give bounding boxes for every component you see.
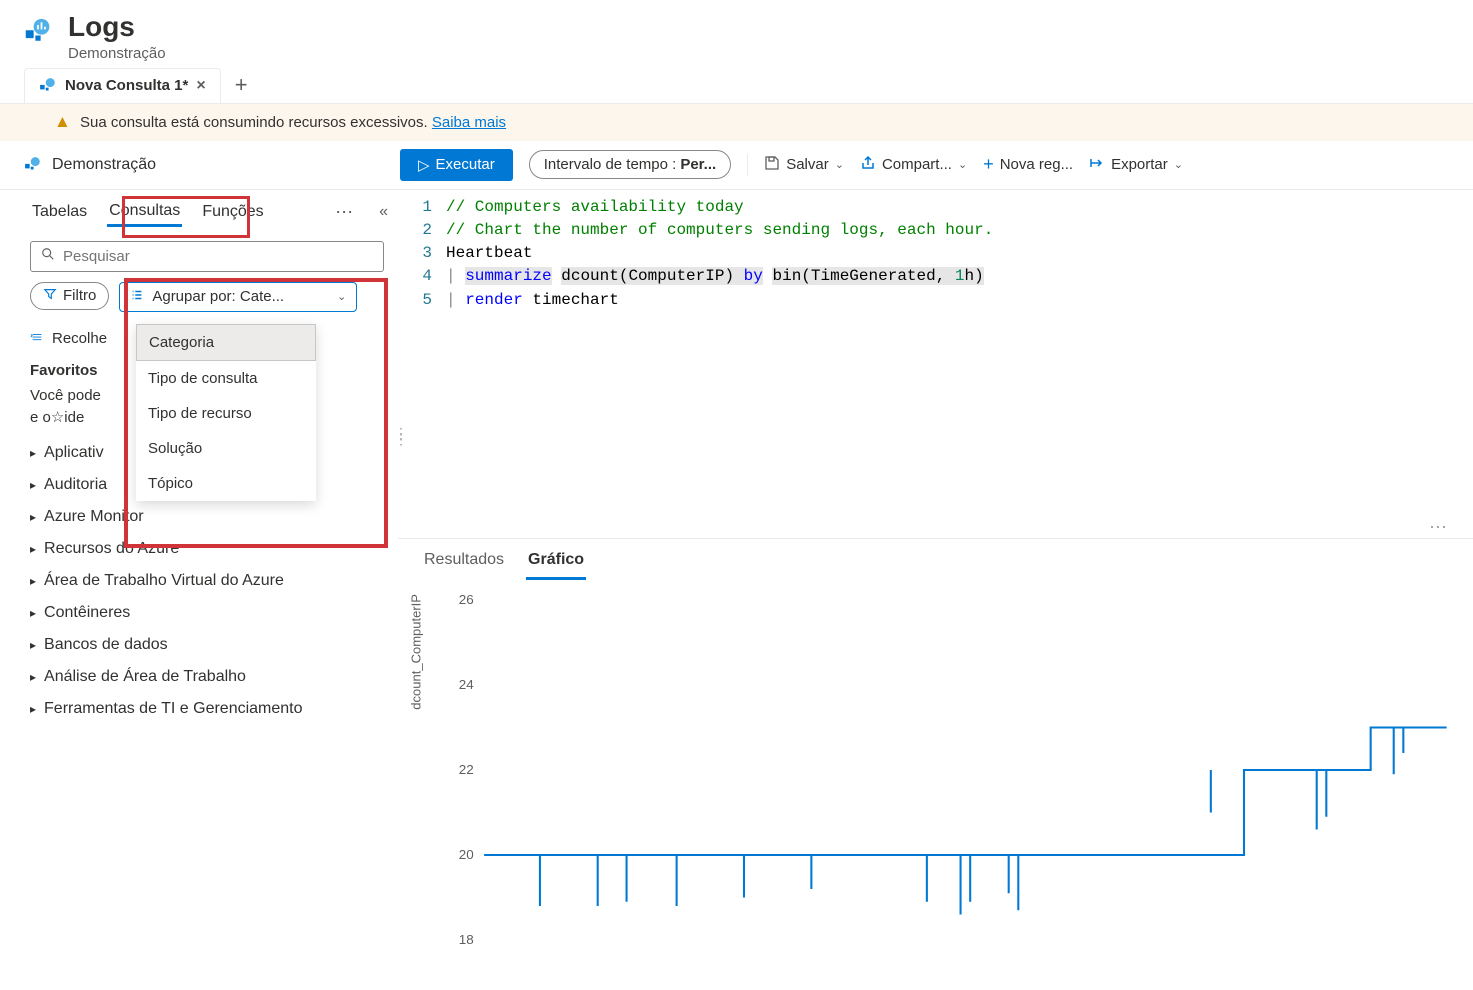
export-icon: [1089, 155, 1105, 175]
group-by-label: Agrupar por: Cate...: [152, 288, 284, 305]
play-icon: ▷: [418, 156, 430, 174]
caret-right-icon: ▸: [30, 606, 36, 620]
svg-text:26: 26: [459, 592, 474, 607]
app-logo-icon: [24, 18, 52, 46]
chevron-down-icon: ⌄: [337, 290, 346, 303]
category-label: Contêineres: [44, 604, 130, 622]
export-button[interactable]: Exportar ⌄: [1089, 155, 1183, 175]
warning-banner: ▲ Sua consulta está consumindo recursos …: [0, 104, 1473, 141]
share-label: Compart...: [882, 156, 952, 173]
timechart: 18 20 22 24 26: [422, 590, 1457, 950]
tab-tables[interactable]: Tabelas: [30, 199, 89, 225]
filter-label: Filtro: [63, 287, 96, 304]
run-button-label: Executar: [436, 156, 495, 173]
warning-text: Sua consulta está consumindo recursos ex…: [80, 114, 428, 131]
tab-logo-icon: [39, 77, 57, 95]
category-label: Área de Trabalho Virtual do Azure: [44, 572, 284, 590]
scope-picker[interactable]: Demonstração: [52, 156, 156, 174]
dropdown-item-tipo-recurso[interactable]: Tipo de recurso: [136, 396, 316, 431]
query-editor[interactable]: 1// Computers availability today2// Char…: [398, 190, 1473, 318]
caret-right-icon: ▸: [30, 638, 36, 652]
category-label: Recursos do Azure: [44, 540, 179, 558]
new-rule-button[interactable]: + Nova reg...: [983, 154, 1073, 175]
category-label: Aplicativ: [44, 444, 104, 462]
chevron-down-icon: ⌄: [835, 158, 844, 171]
category-label: Análise de Área de Trabalho: [44, 668, 246, 686]
group-by-dropdown[interactable]: Agrupar por: Cate... ⌄: [119, 282, 357, 312]
share-button[interactable]: Compart... ⌄: [860, 155, 967, 175]
category-item[interactable]: ▸ Azure Monitor: [30, 508, 388, 526]
query-tab[interactable]: Nova Consulta 1* ×: [24, 68, 221, 103]
svg-text:20: 20: [459, 847, 474, 862]
warning-icon: ▲: [54, 112, 71, 132]
tab-results[interactable]: Resultados: [422, 547, 506, 580]
run-button[interactable]: ▷ Executar: [400, 149, 513, 181]
export-label: Exportar: [1111, 156, 1168, 173]
new-rule-label: Nova reg...: [1000, 156, 1073, 173]
query-tab-label: Nova Consulta 1*: [65, 77, 188, 94]
collapse-all-label: Recolhe: [52, 330, 107, 347]
caret-right-icon: ▸: [30, 446, 36, 460]
new-tab-button[interactable]: +: [225, 68, 258, 102]
search-icon: [41, 247, 55, 266]
tab-functions[interactable]: Funções: [200, 199, 265, 225]
caret-right-icon: ▸: [30, 510, 36, 524]
dropdown-item-topico[interactable]: Tópico: [136, 466, 316, 501]
timerange-value: Per...: [680, 156, 716, 173]
filter-icon: [43, 287, 57, 305]
dropdown-item-categoria[interactable]: Categoria: [136, 324, 316, 361]
more-icon[interactable]: ⋯: [335, 202, 353, 223]
filter-button[interactable]: Filtro: [30, 282, 109, 310]
save-label: Salvar: [786, 156, 829, 173]
caret-right-icon: ▸: [30, 542, 36, 556]
category-label: Azure Monitor: [44, 508, 144, 526]
chart-y-label: dcount_ComputerIP: [409, 594, 424, 710]
save-icon: [764, 155, 780, 175]
timerange-prefix: Intervalo de tempo :: [544, 156, 677, 173]
plus-icon: +: [983, 154, 994, 175]
list-icon: [130, 288, 144, 306]
caret-right-icon: ▸: [30, 702, 36, 716]
svg-text:22: 22: [459, 762, 474, 777]
chevron-down-icon: ⌄: [1174, 158, 1183, 171]
timerange-picker[interactable]: Intervalo de tempo : Per...: [529, 150, 731, 179]
page-subtitle: Demonstração: [68, 45, 166, 62]
category-item[interactable]: ▸ Análise de Área de Trabalho: [30, 668, 388, 686]
chevron-down-icon: ⌄: [958, 158, 967, 171]
group-by-menu: Categoria Tipo de consulta Tipo de recur…: [136, 324, 316, 501]
divider: [747, 154, 748, 176]
category-item[interactable]: ▸ Bancos de dados: [30, 636, 388, 654]
svg-text:24: 24: [459, 677, 474, 692]
category-item[interactable]: ▸ Contêineres: [30, 604, 388, 622]
share-icon: [860, 155, 876, 175]
category-label: Ferramentas de TI e Gerenciamento: [44, 700, 303, 718]
dropdown-item-solucao[interactable]: Solução: [136, 431, 316, 466]
category-item[interactable]: ▸ Ferramentas de TI e Gerenciamento: [30, 700, 388, 718]
close-tab-icon[interactable]: ×: [196, 78, 205, 94]
collapse-all-icon: [30, 330, 44, 348]
save-button[interactable]: Salvar ⌄: [764, 155, 844, 175]
dropdown-item-tipo-consulta[interactable]: Tipo de consulta: [136, 361, 316, 396]
chart-area: dcount_ComputerIP 18 20 22 24 26: [398, 580, 1473, 950]
tab-queries[interactable]: Consultas: [107, 198, 182, 227]
category-label: Bancos de dados: [44, 636, 168, 654]
page-title: Logs: [68, 12, 166, 43]
category-item[interactable]: ▸ Área de Trabalho Virtual do Azure: [30, 572, 388, 590]
more-icon[interactable]: ⋯: [398, 517, 1473, 538]
svg-text:18: 18: [459, 932, 474, 947]
collapse-panel-icon[interactable]: «: [379, 203, 388, 221]
category-item[interactable]: ▸ Recursos do Azure: [30, 540, 388, 558]
drag-handle-icon[interactable]: ⋮⋮: [394, 430, 408, 442]
caret-right-icon: ▸: [30, 670, 36, 684]
caret-right-icon: ▸: [30, 478, 36, 492]
search-input-wrapper[interactable]: [30, 241, 384, 272]
tab-chart[interactable]: Gráfico: [526, 547, 586, 580]
scope-logo-icon: [24, 156, 42, 174]
caret-right-icon: ▸: [30, 574, 36, 588]
category-label: Auditoria: [44, 476, 107, 494]
warning-link[interactable]: Saiba mais: [432, 114, 506, 131]
search-input[interactable]: [63, 248, 373, 265]
